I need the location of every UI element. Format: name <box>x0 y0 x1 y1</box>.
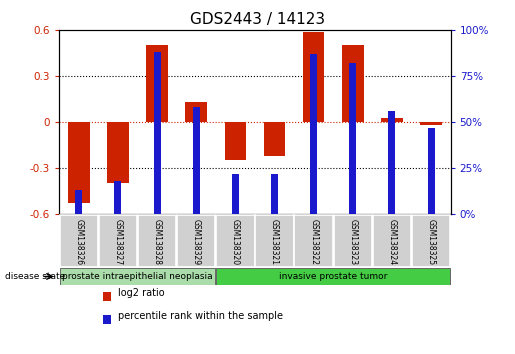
Text: GDS2443 / 14123: GDS2443 / 14123 <box>190 12 325 27</box>
Bar <box>271 174 278 214</box>
FancyBboxPatch shape <box>103 315 111 324</box>
Bar <box>232 174 239 214</box>
Text: disease state: disease state <box>5 272 65 281</box>
FancyBboxPatch shape <box>412 215 450 267</box>
FancyBboxPatch shape <box>295 215 333 267</box>
Text: GSM138320: GSM138320 <box>231 219 240 265</box>
FancyBboxPatch shape <box>60 215 98 267</box>
Text: log2 ratio: log2 ratio <box>118 288 165 298</box>
Bar <box>75 190 82 214</box>
Bar <box>185 102 207 122</box>
Text: GSM138327: GSM138327 <box>113 219 123 265</box>
Bar <box>114 181 122 214</box>
Bar <box>427 128 435 214</box>
Text: GSM138324: GSM138324 <box>387 219 397 265</box>
Text: GSM138325: GSM138325 <box>426 219 436 265</box>
Bar <box>420 122 442 125</box>
Bar <box>225 122 246 160</box>
Text: GSM138329: GSM138329 <box>192 219 201 265</box>
FancyBboxPatch shape <box>334 215 372 267</box>
Text: GSM138326: GSM138326 <box>74 219 83 265</box>
Bar <box>310 54 317 214</box>
FancyBboxPatch shape <box>103 292 111 301</box>
FancyBboxPatch shape <box>255 215 294 267</box>
Bar <box>107 122 129 183</box>
Bar <box>303 32 324 122</box>
FancyBboxPatch shape <box>216 215 254 267</box>
Bar <box>264 122 285 156</box>
FancyBboxPatch shape <box>99 215 137 267</box>
Text: prostate intraepithelial neoplasia: prostate intraepithelial neoplasia <box>62 272 213 281</box>
Text: GSM138328: GSM138328 <box>152 219 162 265</box>
Text: GSM138321: GSM138321 <box>270 219 279 265</box>
Text: GSM138323: GSM138323 <box>348 219 357 265</box>
Bar <box>146 45 168 122</box>
FancyBboxPatch shape <box>138 215 176 267</box>
FancyBboxPatch shape <box>373 215 411 267</box>
Bar <box>388 111 396 214</box>
Bar <box>68 122 90 204</box>
Text: GSM138322: GSM138322 <box>309 219 318 265</box>
FancyBboxPatch shape <box>177 215 215 267</box>
Bar <box>153 52 161 214</box>
FancyBboxPatch shape <box>216 268 450 285</box>
Text: percentile rank within the sample: percentile rank within the sample <box>118 311 283 321</box>
FancyBboxPatch shape <box>60 268 215 285</box>
Bar <box>381 118 403 122</box>
Bar <box>342 45 364 122</box>
Bar <box>349 63 356 214</box>
Bar <box>193 107 200 214</box>
Text: invasive prostate tumor: invasive prostate tumor <box>279 272 387 281</box>
